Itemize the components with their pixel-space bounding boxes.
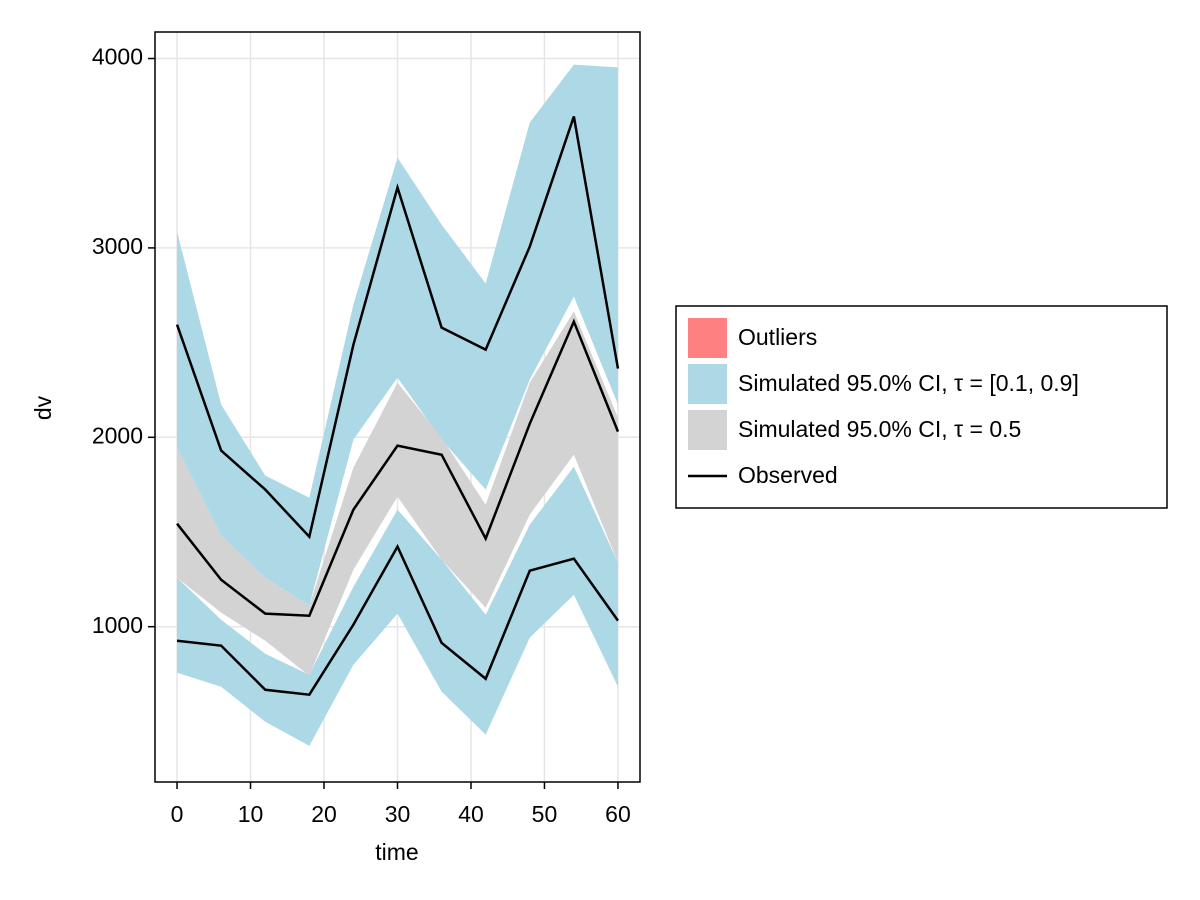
- y-tick-label: 4000: [92, 44, 143, 70]
- observed-line: [176, 318, 620, 618]
- y-axis-label: dv: [30, 395, 56, 420]
- x-tick-label: 10: [238, 801, 264, 827]
- legend-box: [675, 305, 1168, 509]
- legend-patch: [688, 364, 727, 404]
- legend-label: Outliers: [738, 324, 817, 350]
- y-tick-label: 1000: [92, 612, 143, 638]
- observed-line: [176, 543, 619, 697]
- x-axis-label: time: [375, 839, 418, 865]
- ci-band: [177, 311, 618, 676]
- ci-band: [177, 466, 618, 746]
- x-tick-label: 50: [532, 801, 558, 827]
- x-tick-label: 20: [311, 801, 337, 827]
- x-tick-label: 60: [605, 801, 631, 827]
- x-tick-label: 40: [458, 801, 484, 827]
- legend-label: Observed: [738, 462, 838, 488]
- legend-patch: [688, 318, 727, 358]
- legend-label: Simulated 95.0% CI, τ = [0.1, 0.9]: [738, 370, 1079, 396]
- y-tick-label: 2000: [92, 422, 143, 448]
- x-tick-label: 30: [385, 801, 411, 827]
- legend-label: Simulated 95.0% CI, τ = 0.5: [738, 416, 1021, 442]
- x-tick-label: 0: [171, 801, 184, 827]
- observed-line: [175, 116, 620, 540]
- legend-patch: [688, 410, 727, 450]
- plot-frame: [154, 31, 641, 783]
- y-tick-label: 3000: [92, 233, 143, 259]
- ci-band: [177, 64, 618, 606]
